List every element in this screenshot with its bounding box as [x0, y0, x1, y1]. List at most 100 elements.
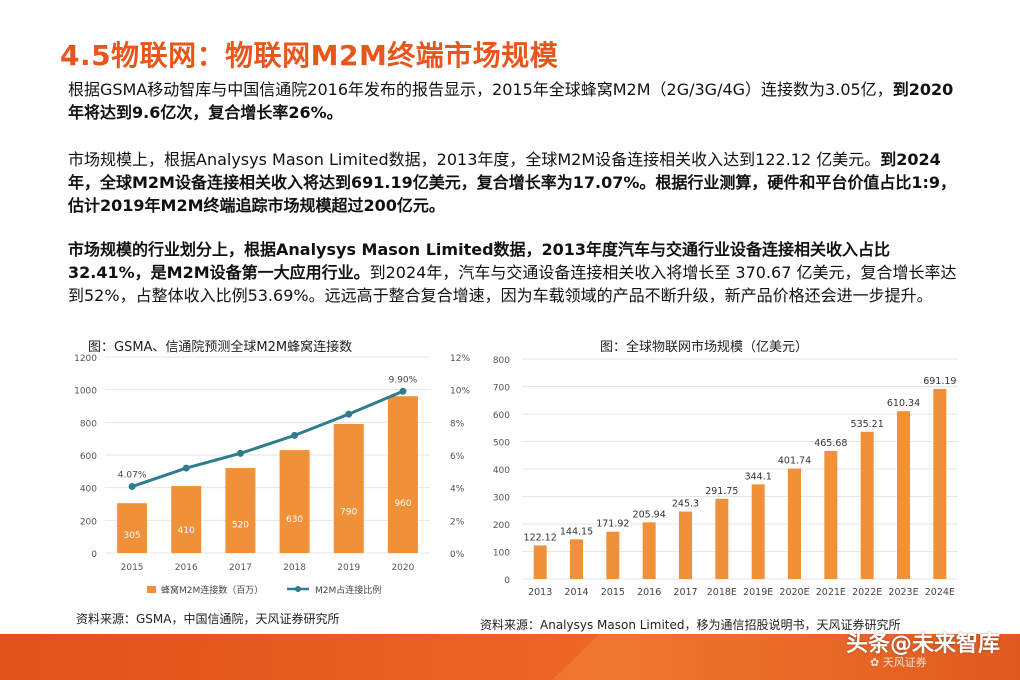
paragraph-bold-text: 市场规模的行业划分上，根据Analysys Mason Limited数据，20… [68, 240, 891, 282]
x-tick-label: 2017 [229, 563, 252, 573]
bar [606, 531, 620, 579]
paragraph-gsma: 根据GSMA移动智库与中国信通院2016年发布的报告显示，2015年全球蜂窝M2… [68, 78, 958, 124]
paragraph-text: 根据GSMA移动智库与中国信通院2016年发布的报告显示，2015年全球蜂窝M2… [68, 80, 893, 99]
line-point [128, 483, 136, 491]
y2-tick-label: 12% [450, 354, 470, 364]
paragraph-market-size: 市场规模上，根据Analysys Mason Limited数据，2013年度，… [68, 148, 958, 217]
bar-value-label: 205.94 [633, 509, 666, 520]
line-value-label: 4.07% [118, 471, 147, 481]
y-tick-label: 200 [80, 517, 97, 527]
bar [333, 423, 364, 553]
paragraph-industry-split: 市场规模的行业划分上，根据Analysys Mason Limited数据，20… [68, 238, 958, 307]
bar-value-label: 691.19 [923, 376, 956, 387]
bar [933, 388, 947, 579]
slide-title: 4.5物联网：物联网M2M终端市场规模 [60, 39, 559, 72]
bar [387, 396, 418, 553]
y2-tick-label: 2% [450, 517, 465, 527]
y-tick-label: 1200 [74, 354, 97, 364]
y2-tick-label: 8% [450, 419, 465, 429]
bar [570, 539, 583, 579]
bar [751, 484, 765, 579]
right-chart-caption: 图：全球物联网市场规模（亿美元） [600, 340, 809, 355]
bar-value-label: 144.15 [560, 526, 593, 537]
footer-bar [0, 634, 1020, 680]
line-point [182, 464, 190, 472]
bar [225, 468, 256, 553]
paragraph-text: 市场规模上，根据Analysys Mason Limited数据，2013年度，… [68, 150, 881, 169]
y2-tick-label: 0% [450, 550, 465, 560]
y-tick-label: 300 [493, 494, 510, 504]
y-tick-label: 200 [493, 521, 510, 531]
bar [824, 450, 838, 579]
x-tick-label: 2015 [601, 587, 625, 598]
left-chart-source: 资料来源：GSMA，中国信通院，天风证券研究所 [76, 612, 340, 626]
y-tick-label: 0 [504, 576, 510, 586]
x-tick-label: 2017 [673, 587, 697, 598]
x-tick-label: 2019E [743, 587, 773, 598]
paragraph-bold-text: 到2020年将达到9.6亿次，复合增长率26%。 [68, 80, 954, 122]
bar [171, 486, 202, 553]
paragraph-bold-text: 到2024年，全球M2M设备连接相关收入将达到691.19亿美元，复合增长率为1… [68, 150, 957, 215]
right-chart-source: 资料来源：Analysys Mason Limited，移为通信招股说明书，天风… [480, 618, 901, 632]
x-tick-label: 2016 [637, 587, 661, 598]
x-tick-label: 2022E [852, 587, 882, 598]
bar-value-label: 790 [340, 507, 357, 517]
bar-value-label: 410 [178, 526, 195, 536]
right-chart: 0 100 200 300 400 500 600 700 800 122.12 2013 144.1… [493, 356, 958, 598]
y-tick-label: 1000 [74, 387, 97, 397]
line-point [345, 410, 353, 418]
brand-logo: ✿ 天风证券 [870, 654, 927, 670]
legend-label: 蜂窝M2M连接数（百万） [161, 584, 263, 596]
x-tick-label: 2020 [391, 563, 414, 573]
watermark-text: 头条@未来智库 [845, 632, 1000, 657]
bar [860, 431, 874, 579]
y-tick-label: 700 [493, 384, 510, 394]
y2-tick-label: 6% [450, 452, 465, 462]
series-line [131, 389, 404, 488]
y-tick-label: 600 [493, 411, 510, 421]
y-tick-label: 400 [80, 485, 97, 495]
bar [642, 522, 656, 579]
bar-value-label: 535.21 [851, 419, 884, 430]
line-point [236, 449, 244, 457]
legend-label: M2M占连接比例 [315, 584, 381, 596]
x-tick-label: 2013 [528, 587, 552, 598]
y-tick-label: 400 [493, 466, 510, 476]
legend-swatch-bars [147, 586, 156, 593]
left-chart: 0 200 400 600 800 1000 1200 0% 2% 4% 6% 8% 10% 12% 305… [74, 354, 470, 596]
y-tick-label: 0 [91, 550, 97, 560]
line-point [399, 387, 407, 395]
bar-value-label: 245.3 [672, 499, 699, 510]
x-tick-label: 2019 [337, 563, 360, 573]
y-tick-label: 800 [493, 356, 510, 366]
x-tick-label: 2015 [121, 563, 144, 573]
bar-value-label: 305 [123, 531, 140, 541]
bar-value-label: 465.68 [814, 438, 847, 449]
bar-value-label: 960 [394, 499, 411, 509]
line-value-label: 9.90% [389, 375, 418, 385]
logo-text: 天风证券 [882, 656, 927, 669]
bar-value-label: 291.75 [705, 486, 738, 497]
x-tick-label: 2016 [175, 563, 198, 573]
x-tick-label: 2023E [888, 587, 918, 598]
bar [117, 503, 148, 553]
y2-tick-label: 10% [450, 387, 470, 397]
line-point [291, 431, 299, 439]
bar-value-label: 520 [232, 521, 249, 531]
y-tick-label: 600 [80, 452, 97, 462]
bar [715, 498, 729, 579]
bar [279, 450, 310, 553]
bar-value-label: 401.74 [778, 456, 811, 467]
legend-swatch-marker [295, 586, 301, 592]
x-tick-label: 2014 [564, 587, 588, 598]
y-tick-label: 800 [80, 419, 97, 429]
bar-value-label: 171.92 [596, 519, 629, 530]
left-chart-caption: 图：GSMA、信通院预测全球M2M蜂窝连接数 [88, 340, 353, 355]
bar [533, 545, 547, 579]
x-tick-label: 2024E [925, 587, 955, 598]
bar-value-label: 122.12 [524, 532, 557, 543]
bar-value-label: 344.1 [745, 471, 772, 482]
bar [788, 468, 801, 579]
bar [679, 511, 692, 579]
x-tick-label: 2021E [816, 587, 846, 598]
